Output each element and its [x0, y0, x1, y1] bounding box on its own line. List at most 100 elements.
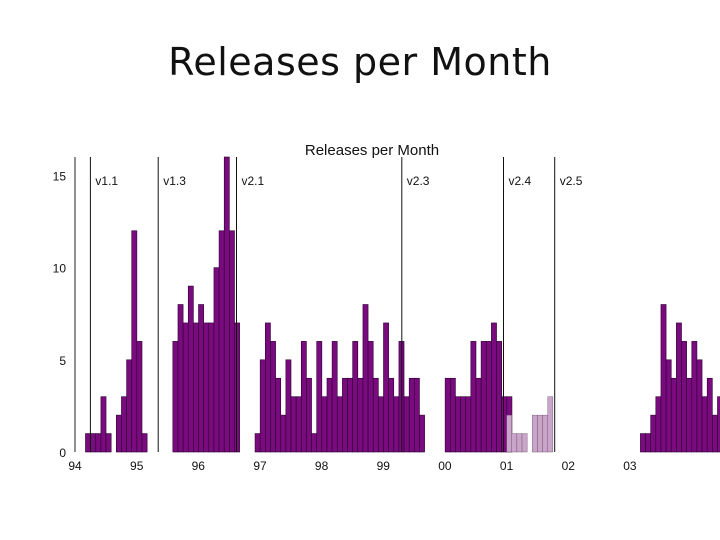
bar-light	[516, 433, 523, 453]
bar	[403, 396, 410, 453]
x-tick-label: 01	[500, 459, 514, 473]
bar	[141, 433, 148, 453]
y-tick-label: 0	[59, 446, 66, 460]
bar	[455, 396, 461, 453]
y-tick-label: 5	[59, 354, 66, 368]
bar	[85, 433, 91, 453]
release-label: v1.1	[95, 174, 118, 188]
bar	[696, 359, 703, 453]
bar	[717, 396, 720, 453]
bar	[419, 414, 425, 453]
bar-light	[537, 414, 543, 453]
x-tick-label: 00	[438, 459, 452, 473]
bar	[378, 396, 384, 453]
bar	[218, 230, 225, 453]
y-tick-label: 15	[53, 169, 67, 183]
bar	[126, 359, 133, 453]
bar	[198, 304, 204, 453]
bar	[470, 341, 477, 453]
bar	[311, 433, 317, 453]
bar	[100, 396, 107, 453]
bar	[681, 341, 687, 453]
bar	[336, 396, 343, 453]
bar	[300, 341, 307, 453]
bar	[670, 377, 677, 453]
bar	[367, 341, 374, 453]
release-label: v1.3	[163, 174, 186, 188]
bar	[449, 377, 456, 453]
bar	[496, 341, 502, 453]
bar	[331, 341, 338, 453]
bar	[501, 396, 508, 453]
bar	[347, 377, 353, 453]
x-tick-label: 95	[130, 459, 144, 473]
bar-light	[532, 414, 538, 453]
bar	[136, 341, 143, 453]
bar	[691, 341, 698, 453]
bar-light	[511, 433, 518, 453]
bar	[491, 322, 497, 453]
release-label: v2.1	[242, 174, 265, 188]
bar	[326, 377, 333, 453]
chart-title: Releases per Month	[305, 142, 439, 159]
bar	[362, 304, 369, 453]
release-label: v2.3	[407, 174, 430, 188]
bar	[280, 414, 287, 453]
bar	[275, 377, 282, 453]
bar	[686, 377, 693, 453]
x-tick-label: 96	[192, 459, 206, 473]
bar	[342, 377, 348, 453]
bar	[460, 396, 467, 453]
bar	[480, 341, 487, 453]
bar	[712, 414, 718, 453]
bar	[701, 396, 708, 453]
bar-light	[542, 414, 548, 453]
bar	[105, 433, 112, 453]
bar	[645, 433, 651, 453]
bar	[650, 414, 657, 453]
bar	[116, 414, 122, 453]
bar	[295, 396, 302, 453]
bar	[285, 359, 292, 453]
bar	[259, 359, 266, 453]
bar	[121, 396, 127, 453]
bar	[265, 322, 271, 453]
bar	[357, 377, 364, 453]
bar	[172, 341, 179, 453]
bar	[393, 396, 400, 453]
bar	[213, 267, 220, 453]
bar	[444, 377, 451, 453]
bar	[290, 396, 297, 453]
bar	[193, 322, 199, 453]
slide-title: Releases per Month	[168, 40, 552, 84]
bar	[187, 285, 194, 453]
bar	[131, 230, 138, 453]
bar	[465, 396, 472, 453]
bar	[254, 433, 261, 453]
bar	[306, 377, 312, 453]
bar	[203, 322, 210, 453]
bar	[665, 359, 672, 453]
bar	[388, 377, 395, 453]
release-label: v2.4	[509, 174, 532, 188]
release-label: v2.5	[560, 174, 583, 188]
x-tick-label: 03	[623, 459, 637, 473]
x-tick-label: 94	[68, 459, 82, 473]
bar	[414, 377, 420, 453]
bar	[408, 377, 415, 453]
bar	[90, 433, 97, 453]
bar	[270, 341, 276, 453]
bar	[95, 433, 102, 453]
bar	[234, 322, 240, 453]
bar	[485, 341, 492, 453]
x-tick-label: 98	[315, 459, 329, 473]
bar	[383, 322, 389, 453]
bar	[475, 377, 482, 453]
bar	[676, 322, 682, 453]
bar	[640, 433, 646, 453]
x-tick-label: 97	[253, 459, 267, 473]
bar	[208, 322, 215, 453]
y-tick-label: 10	[53, 262, 67, 276]
bar	[706, 377, 713, 453]
